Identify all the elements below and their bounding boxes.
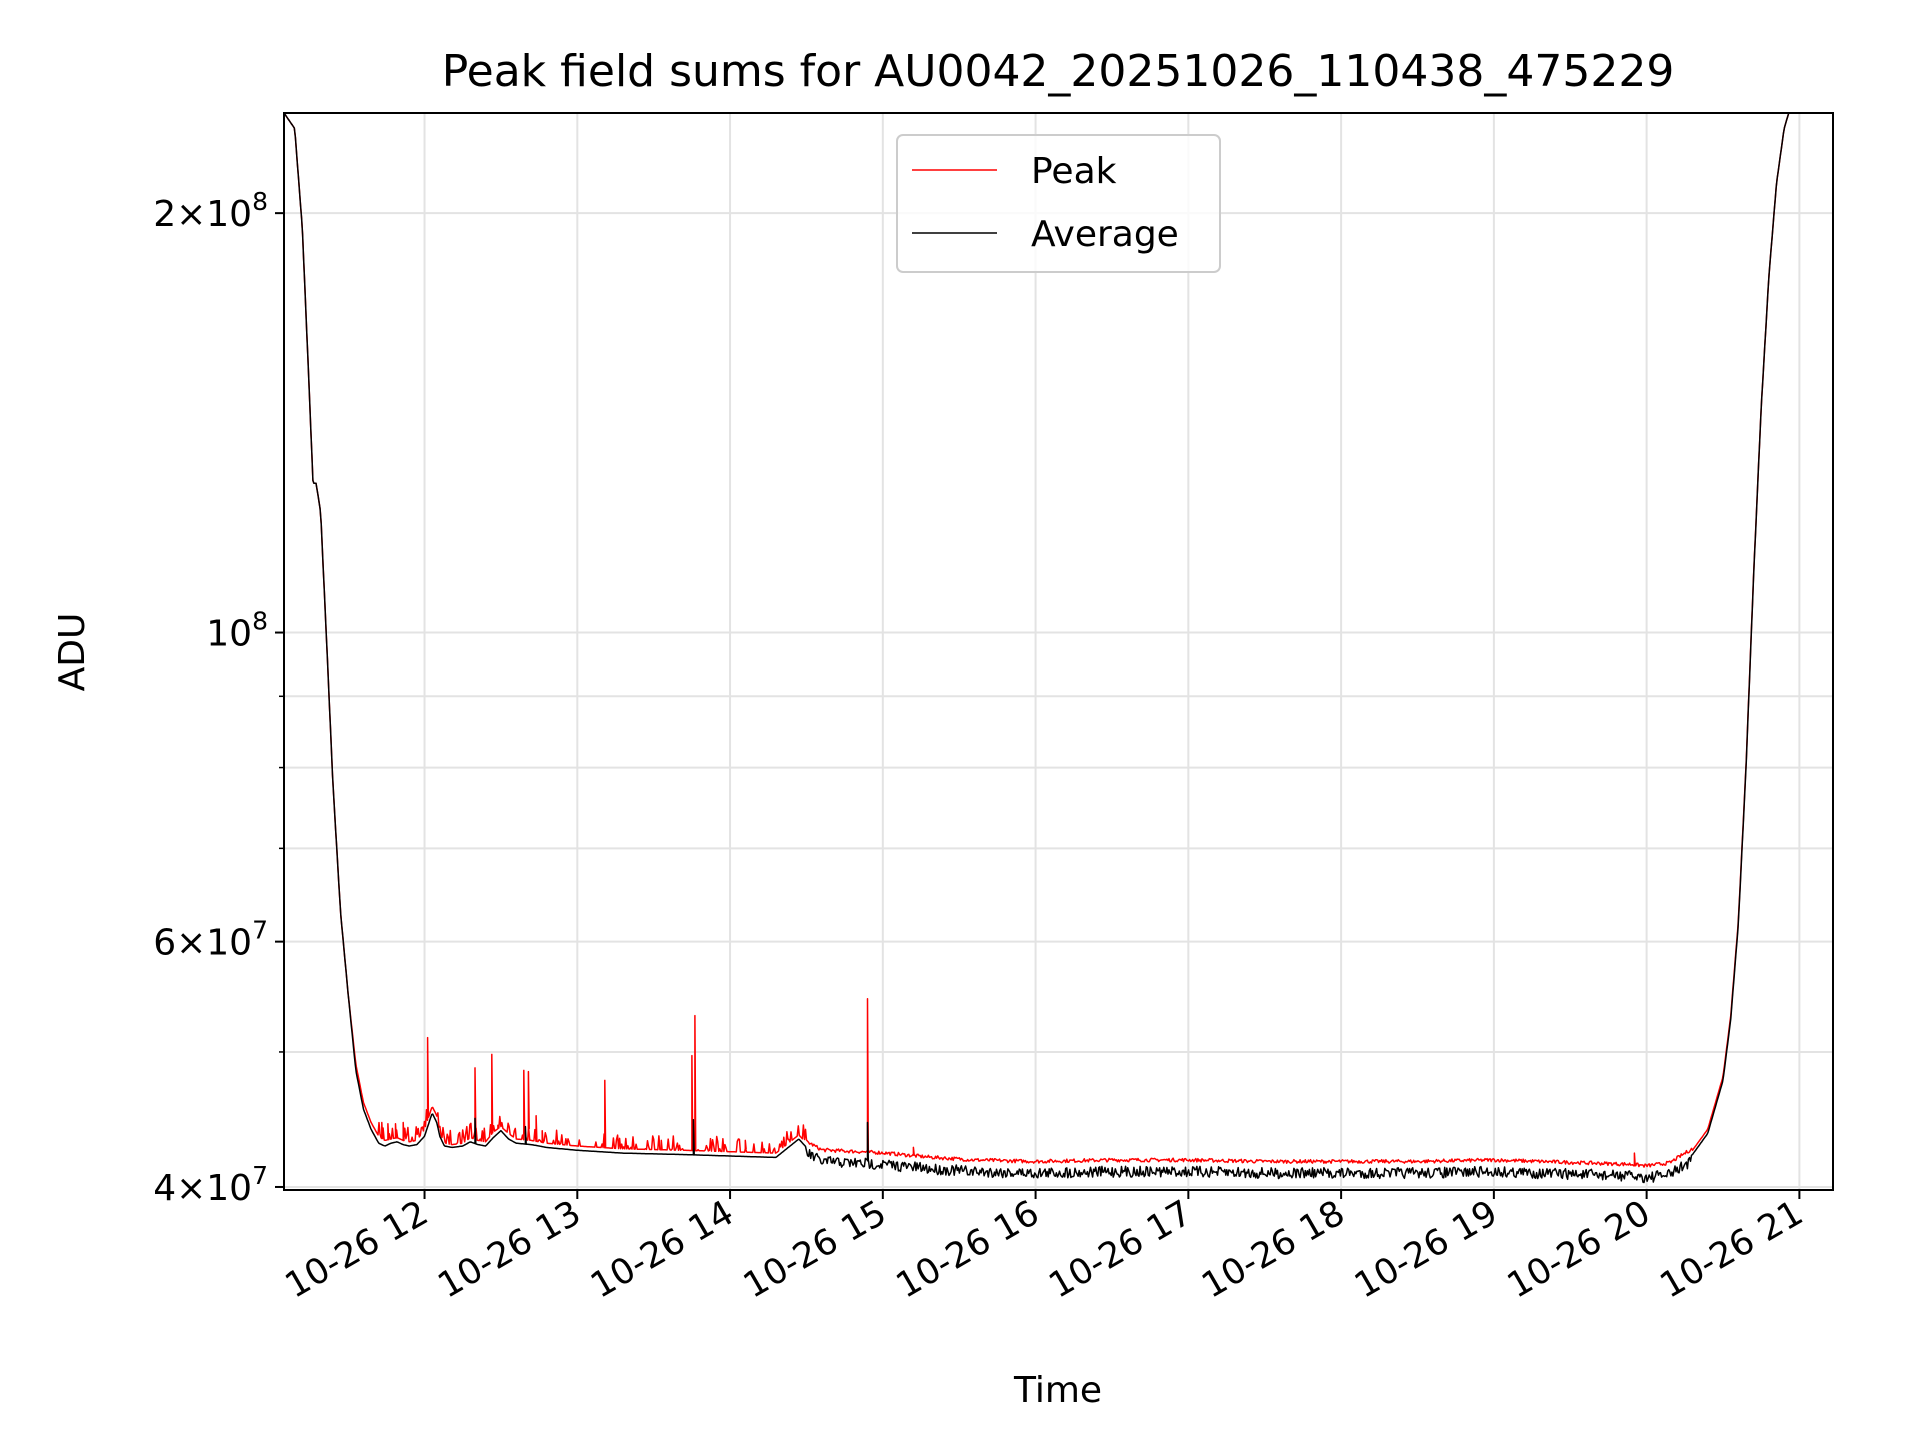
y-tick-label: 108 bbox=[206, 607, 268, 655]
legend: Peak Average bbox=[896, 134, 1221, 273]
series-line-average bbox=[284, 113, 1833, 1184]
legend-average-label: Average bbox=[1031, 214, 1179, 255]
chart-title: Peak field sums for AU0042_20251026_1104… bbox=[442, 46, 1675, 97]
y-tick-label: 4×107 bbox=[153, 1161, 268, 1209]
y-tick-label: 6×107 bbox=[153, 916, 268, 964]
y-axis-label: ADU bbox=[52, 613, 93, 692]
legend-peak-label: Peak bbox=[1031, 151, 1117, 192]
series-line-peak bbox=[284, 113, 1833, 1168]
axes-frame bbox=[283, 112, 1834, 1191]
plot-series bbox=[284, 113, 1833, 1184]
x-axis-label: Time bbox=[1013, 1370, 1102, 1411]
y-tick-label: 2×108 bbox=[153, 187, 268, 235]
